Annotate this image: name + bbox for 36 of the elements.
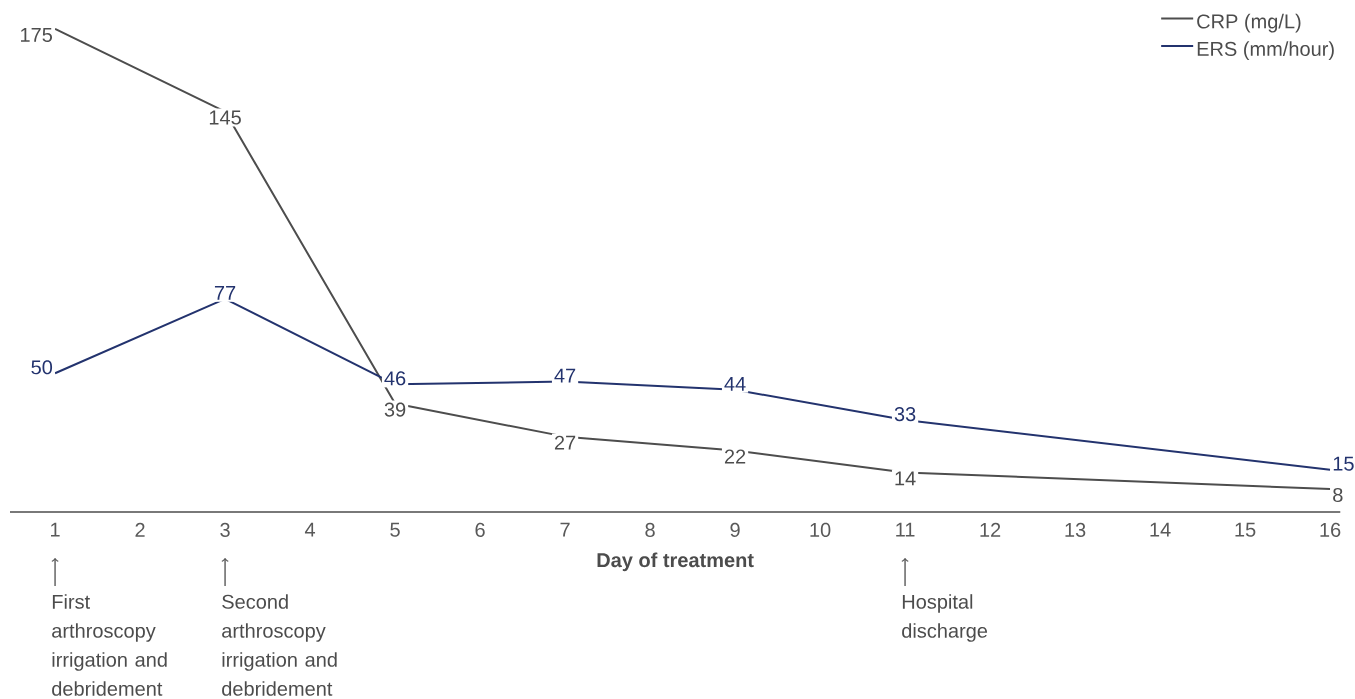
x-tick-label: 11 [896, 522, 915, 537]
x-tick-label: 1 [51, 522, 60, 537]
data-label: 22 [724, 449, 746, 464]
x-tick-label: 10 [810, 522, 831, 537]
data-label: 14 [895, 471, 916, 486]
x-tick-label: 13 [1065, 522, 1086, 537]
x-tick-label: 2 [135, 522, 145, 537]
data-label: 50 [31, 360, 53, 375]
x-axis-title: Day of treatment [597, 552, 754, 572]
data-label: 145 [209, 110, 241, 125]
data-label: 44 [724, 376, 746, 391]
x-tick-label: 3 [220, 522, 230, 537]
x-tick-label: 15 [1235, 522, 1256, 537]
x-tick-label: 8 [645, 522, 655, 537]
x-tick-label: 7 [560, 522, 570, 537]
x-tick-label: 9 [730, 522, 740, 537]
legend-label: ERS (mm/hour) [1197, 41, 1334, 60]
text: Second arthroscopy irrigation and debridement [222, 594, 337, 696]
data-label: 39 [384, 402, 406, 417]
data-label: 8 [1333, 487, 1343, 503]
text: First arthroscopy irrigation and debridement [52, 594, 167, 696]
text: Hospital discharge [902, 594, 988, 642]
data-label: 15 [1333, 456, 1354, 471]
data-label: 77 [214, 286, 236, 300]
data-label: 175 [21, 27, 53, 42]
x-tick-label: 5 [390, 522, 400, 537]
x-tick-label: 12 [980, 522, 1001, 537]
x-tick-label: 16 [1320, 522, 1341, 537]
x-tick-label: 4 [304, 522, 316, 537]
x-tick-label: 6 [475, 522, 485, 537]
legend-label: CRP (mg/L) [1197, 13, 1301, 33]
x-tick-label: 14 [1150, 522, 1171, 537]
data-label: 33 [894, 407, 916, 422]
data-label: 46 [384, 371, 406, 386]
data-label: 47 [554, 368, 576, 383]
data-label: 27 [554, 435, 576, 450]
